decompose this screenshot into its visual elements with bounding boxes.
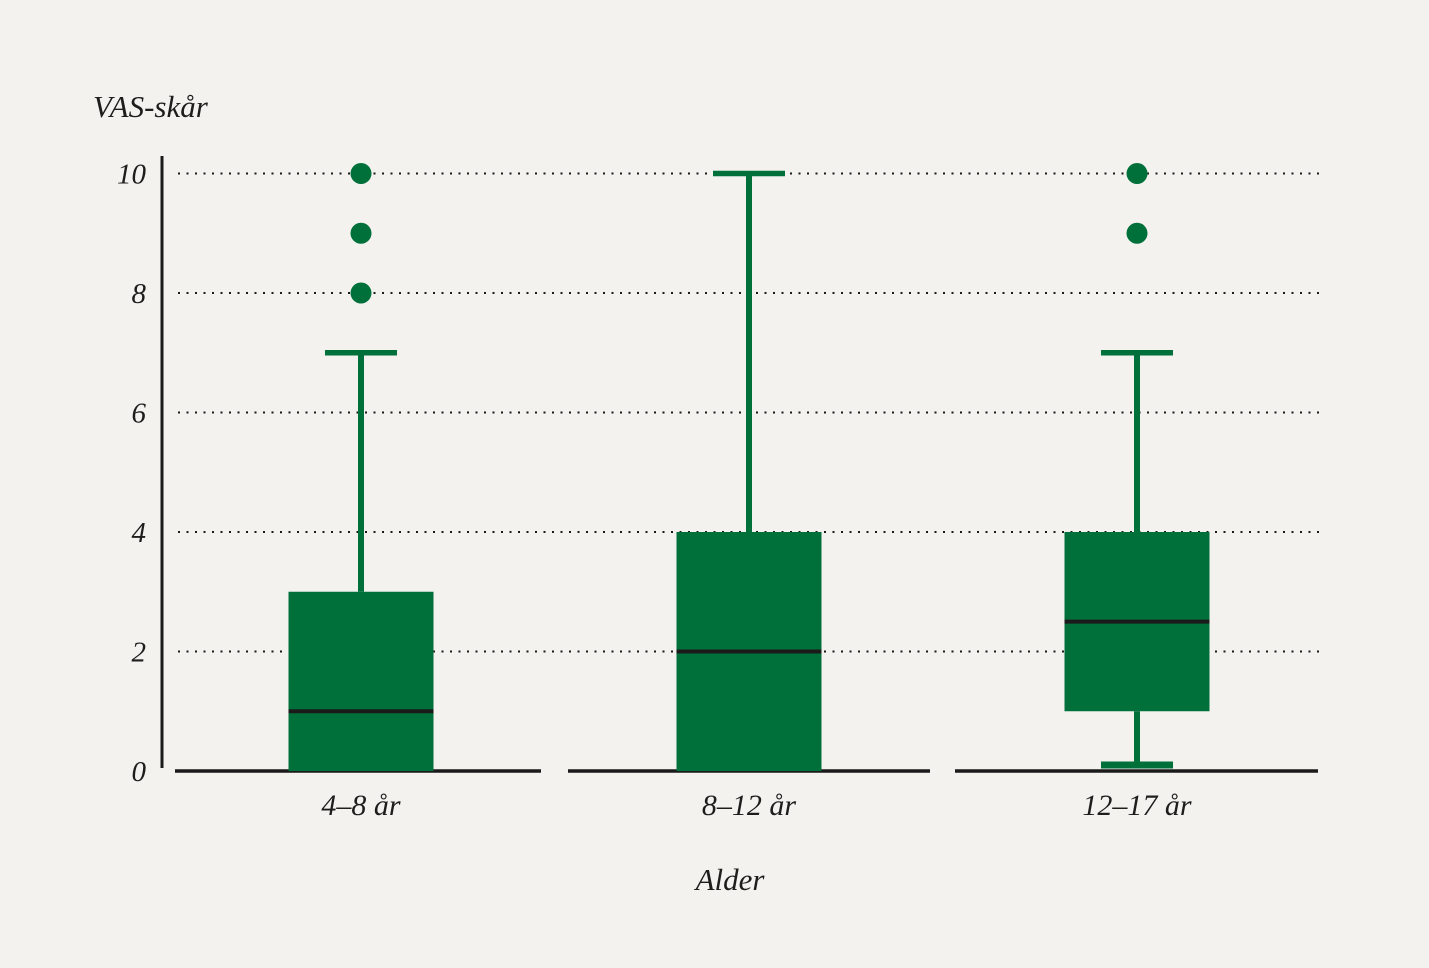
boxplot-box — [288, 591, 434, 771]
outlier-dot — [350, 282, 372, 304]
y-axis-title: VAS-skår — [93, 89, 208, 124]
outlier-dot — [1126, 222, 1148, 244]
x-category-label: 8–12 år — [702, 789, 797, 822]
x-category-label: 12–17 år — [1082, 789, 1192, 822]
y-tick-label: 0 — [132, 756, 147, 788]
y-tick-label: 6 — [132, 398, 147, 430]
y-tick-label: 4 — [132, 517, 147, 549]
outlier-dot — [350, 222, 372, 244]
outlier-dot — [350, 163, 372, 184]
y-tick-label: 8 — [132, 278, 147, 310]
y-tick-label: 10 — [117, 159, 147, 191]
outlier-dot — [1126, 163, 1148, 184]
y-tick-label: 2 — [132, 637, 147, 669]
x-axis-title: Alder — [695, 862, 765, 897]
x-category-label: 4–8 år — [321, 789, 401, 822]
